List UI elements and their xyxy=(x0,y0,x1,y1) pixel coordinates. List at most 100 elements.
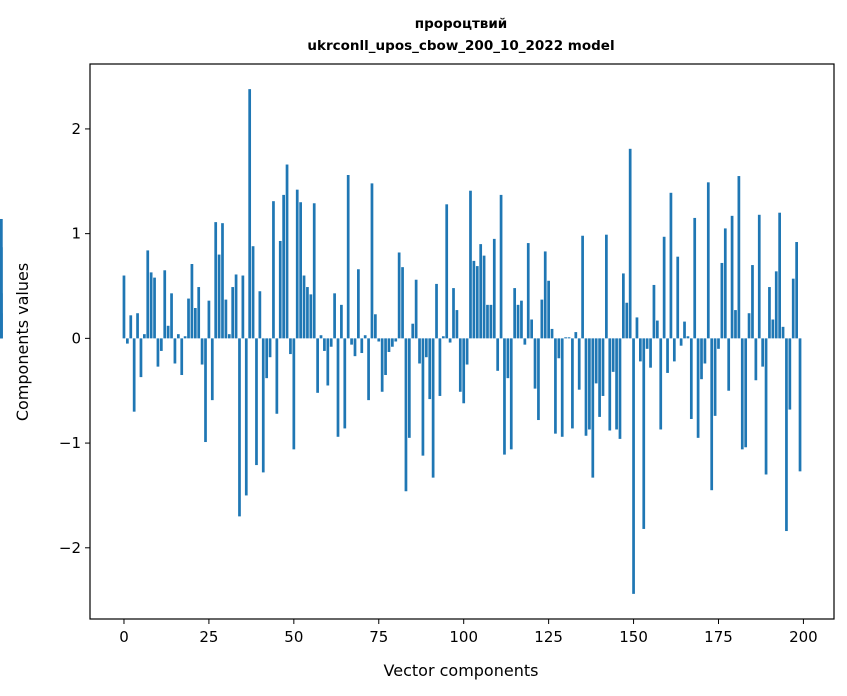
bar xyxy=(214,222,218,339)
bar xyxy=(503,338,506,455)
bar xyxy=(761,338,765,367)
chart-subtitle: ukrconll_upos_cbow_200_10_2022 model xyxy=(307,38,614,54)
bar xyxy=(710,338,714,491)
bar xyxy=(499,194,503,339)
bar xyxy=(479,244,483,339)
bar xyxy=(489,304,493,339)
bar xyxy=(666,338,669,373)
bar xyxy=(554,338,557,434)
bar xyxy=(418,338,421,364)
bar xyxy=(560,338,564,437)
bar xyxy=(261,338,265,473)
bar xyxy=(642,338,646,529)
bar xyxy=(397,252,401,339)
bar xyxy=(530,319,533,339)
bar xyxy=(785,338,788,532)
bar xyxy=(255,338,258,466)
bar xyxy=(139,338,143,378)
y-tick-label: −1 xyxy=(59,434,81,452)
bar xyxy=(122,275,126,339)
bar xyxy=(306,287,309,339)
bar xyxy=(217,254,221,339)
x-tick-label: 100 xyxy=(449,628,478,646)
bar xyxy=(526,243,530,339)
bar xyxy=(700,338,703,380)
bar xyxy=(734,310,737,339)
bar xyxy=(0,293,3,339)
bar xyxy=(380,338,384,392)
bar xyxy=(452,288,455,339)
bar xyxy=(0,218,3,339)
bar xyxy=(605,234,608,339)
bar xyxy=(299,202,302,339)
bar xyxy=(598,338,601,417)
bar xyxy=(465,338,469,365)
bar xyxy=(778,212,781,339)
y-tick-label: 2 xyxy=(71,120,81,138)
bar xyxy=(659,338,663,430)
bar xyxy=(248,89,252,339)
bar xyxy=(744,338,748,448)
bar xyxy=(520,300,523,339)
bar xyxy=(275,338,279,414)
y-axis-label: Components values xyxy=(13,263,32,421)
bar xyxy=(632,338,635,594)
bar xyxy=(672,338,676,362)
bar xyxy=(703,338,707,364)
bar xyxy=(224,299,228,339)
bar xyxy=(329,338,333,347)
x-axis-label: Vector components xyxy=(384,661,539,680)
bar xyxy=(774,271,778,339)
bar xyxy=(757,214,761,339)
bar xyxy=(791,278,795,339)
y-tick-label: 0 xyxy=(71,329,81,347)
bar xyxy=(285,164,289,339)
bar xyxy=(537,338,540,421)
bar xyxy=(455,310,459,339)
bar xyxy=(282,194,285,339)
bar xyxy=(469,190,472,339)
bar xyxy=(669,192,673,339)
bar xyxy=(798,338,802,472)
bar xyxy=(149,272,153,339)
x-tick-label: 25 xyxy=(199,628,218,646)
x-tick-label: 200 xyxy=(789,628,818,646)
bar xyxy=(295,189,299,339)
bar xyxy=(424,338,428,358)
bar xyxy=(346,175,350,339)
bar xyxy=(727,338,731,391)
bar xyxy=(265,338,269,379)
bar xyxy=(676,256,680,339)
bar xyxy=(153,277,156,339)
bar xyxy=(622,273,625,339)
bar xyxy=(132,338,136,412)
bar xyxy=(540,299,544,339)
bar xyxy=(340,304,343,339)
bar xyxy=(608,338,612,431)
bar xyxy=(156,338,160,367)
bar xyxy=(509,338,513,450)
bar xyxy=(472,260,476,339)
bar xyxy=(438,338,442,396)
bar xyxy=(689,338,693,419)
bar xyxy=(241,275,245,339)
bar xyxy=(723,228,727,339)
bar xyxy=(591,338,595,478)
bar xyxy=(272,201,275,339)
bar xyxy=(496,338,500,371)
y-tick-label: 1 xyxy=(71,225,81,243)
bar xyxy=(740,338,744,450)
bar xyxy=(652,284,656,339)
bar xyxy=(428,338,432,400)
bar xyxy=(159,338,163,351)
bar xyxy=(234,274,238,339)
bar xyxy=(176,334,180,339)
x-tick-label: 175 xyxy=(704,628,733,646)
bar xyxy=(693,217,697,339)
bar xyxy=(207,300,211,339)
bar xyxy=(581,235,584,339)
bar xyxy=(445,204,449,339)
bar xyxy=(190,264,194,339)
bar xyxy=(564,337,567,339)
